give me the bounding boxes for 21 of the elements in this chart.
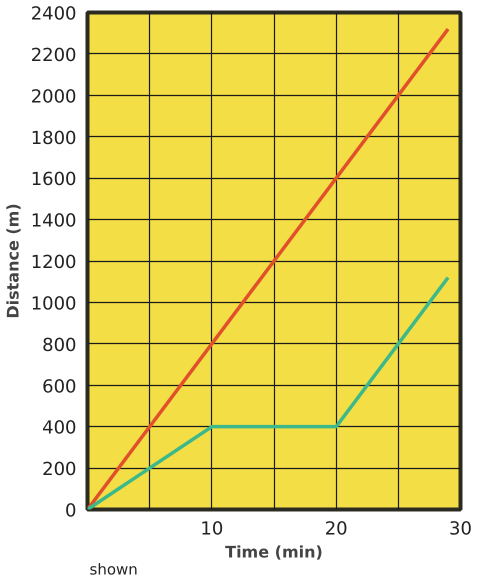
y-axis-title: Distance (m) — [4, 203, 23, 319]
y-tick-label: 1600 — [30, 169, 77, 190]
y-tick-label: 800 — [42, 334, 77, 356]
y-tick-label: 0 — [65, 500, 76, 522]
x-tick-label: 30 — [449, 518, 472, 540]
x-tick-label: 20 — [324, 518, 348, 540]
y-tick-label: 200 — [42, 459, 77, 480]
y-tick-label: 2000 — [30, 86, 77, 108]
text: shown — [90, 560, 138, 578]
y-tick-label: 400 — [42, 418, 77, 439]
y-tick-label: 2400 — [30, 4, 77, 24]
y-tick-label: 1000 — [30, 293, 77, 314]
line-series — [88, 27, 450, 510]
x-tick-label: 10 — [200, 518, 224, 540]
y-tick-label: 1200 — [30, 252, 77, 273]
line-series — [88, 276, 450, 510]
y-tick-label: 2200 — [30, 44, 77, 66]
x-axis-title: Time (min) — [225, 542, 323, 562]
y-tick-label: 1400 — [30, 210, 77, 232]
y-tick-label: 600 — [42, 376, 77, 398]
y-tick-label: 1800 — [30, 128, 77, 149]
